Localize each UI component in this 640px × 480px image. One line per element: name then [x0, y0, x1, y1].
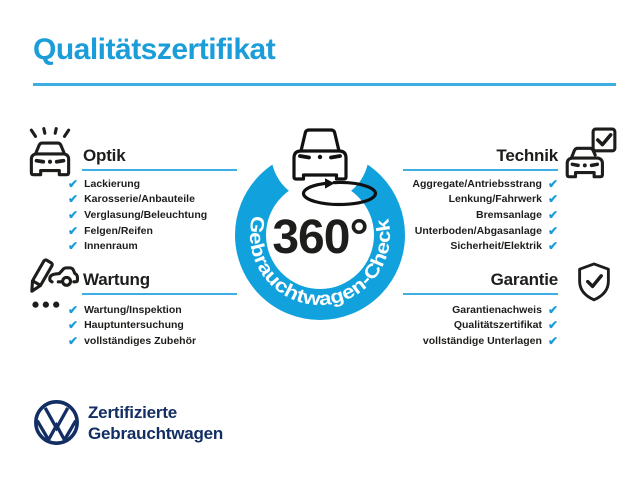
car-shine-icon — [21, 126, 79, 184]
degree-label: 360° — [272, 211, 367, 264]
check-item: ✔ Verglasung/Beleuchtung — [68, 207, 207, 223]
check-item: Garantienachweis ✔ — [423, 302, 558, 318]
check-icon: ✔ — [68, 239, 79, 254]
car-360-rotation-icon — [292, 128, 378, 207]
check-icon: ✔ — [547, 192, 558, 207]
check-icon: ✔ — [68, 318, 79, 333]
check-icon: ✔ — [68, 176, 79, 191]
check-item: Bremsanlage ✔ — [412, 207, 558, 223]
section-underline-technik — [403, 169, 558, 171]
check-icon: ✔ — [68, 192, 79, 207]
check-item-label: Felgen/Reifen — [84, 224, 153, 237]
check-item: Sicherheit/Elektrik ✔ — [412, 238, 558, 254]
check-item-label: Hauptuntersuchung — [84, 319, 184, 332]
check-icon: ✔ — [68, 302, 79, 317]
check-item: ✔ Hauptuntersuchung — [68, 318, 196, 334]
car-checkbox-icon — [561, 126, 619, 184]
check-item-label: Verglasung/Beleuchtung — [84, 208, 208, 221]
title-divider — [33, 83, 616, 86]
check-list-optik: ✔ Lackierung ✔ Karosserie/Anbauteile ✔ Vergla… — [68, 176, 207, 254]
section-underline-wartung — [82, 293, 237, 295]
footer-claim: Zertifizierte Gebrauchtwagen — [88, 402, 223, 444]
check-item: Unterboden/Abgasanlage ✔ — [412, 223, 558, 239]
check-list-garantie: Garantienachweis ✔ Qualitätszertifikat ✔ vol… — [423, 302, 558, 349]
check-icon: ✔ — [68, 223, 79, 238]
section-heading-wartung: Wartung — [83, 270, 150, 289]
section-heading-optik: Optik — [83, 146, 126, 165]
check-item-label: Lenkung/Fahrwerk — [448, 193, 542, 206]
check-item: ✔ Lackierung — [68, 176, 207, 192]
check-item-label: Sicherheit/Elektrik — [450, 240, 542, 253]
vw-logo — [33, 399, 80, 446]
check-item-label: Innenraum — [84, 240, 138, 253]
check-item-label: vollständiges Zubehör — [84, 334, 197, 347]
check-icon: ✔ — [547, 239, 558, 254]
check-item-label: Wartung/Inspektion — [84, 303, 182, 316]
check-list-wartung: ✔ Wartung/Inspektion ✔ Hauptuntersuchung ✔ vo… — [68, 302, 196, 349]
check-item-label: Bremsanlage — [475, 208, 542, 221]
check-item: Qualitätszertifikat ✔ — [423, 318, 558, 334]
check-icon: ✔ — [68, 333, 79, 348]
gebrauchtwagen-check-medallion: 360° Gebrauchtwagen-Check — [220, 104, 420, 360]
check-item: ✔ Innenraum — [68, 238, 207, 254]
check-icon: ✔ — [68, 207, 79, 222]
footer-claim-line1: Zertifizierte — [88, 403, 178, 422]
section-underline-optik — [82, 169, 237, 171]
section-heading-garantie: Garantie — [490, 270, 559, 289]
service-checklist-icon — [21, 257, 79, 315]
check-item: vollständige Unterlagen ✔ — [423, 333, 558, 349]
section-heading-technik: Technik — [496, 146, 558, 165]
section-underline-garantie — [403, 293, 558, 295]
check-item: ✔ Wartung/Inspektion — [68, 302, 196, 318]
check-item-label: Garantienachweis — [452, 303, 542, 316]
shield-check-icon — [571, 259, 617, 311]
check-item: Aggregate/Antriebsstrang ✔ — [412, 176, 558, 192]
page-title: Qualitätszertifikat — [33, 33, 276, 66]
check-item-label: Lackierung — [84, 177, 141, 190]
check-item-label: Qualitätszertifikat — [453, 319, 542, 332]
check-item: Lenkung/Fahrwerk ✔ — [412, 192, 558, 208]
check-icon: ✔ — [547, 318, 558, 333]
check-list-technik: Aggregate/Antriebsstrang ✔ Lenkung/Fahrwer… — [412, 176, 558, 254]
check-item: ✔ Karosserie/Anbauteile — [68, 192, 207, 208]
check-item: ✔ Felgen/Reifen — [68, 223, 207, 239]
check-icon: ✔ — [547, 302, 558, 317]
footer-claim-line2: Gebrauchtwagen — [88, 424, 224, 443]
check-icon: ✔ — [547, 223, 558, 238]
check-item-label: vollständige Unterlagen — [422, 334, 542, 347]
check-icon: ✔ — [547, 207, 558, 222]
check-item-label: Karosserie/Anbauteile — [84, 193, 195, 206]
check-icon: ✔ — [547, 176, 558, 191]
check-item-label: Aggregate/Antriebsstrang — [412, 177, 542, 190]
check-icon: ✔ — [547, 333, 558, 348]
check-item-label: Unterboden/Abgasanlage — [414, 224, 542, 237]
check-item: ✔ vollständiges Zubehör — [68, 333, 196, 349]
